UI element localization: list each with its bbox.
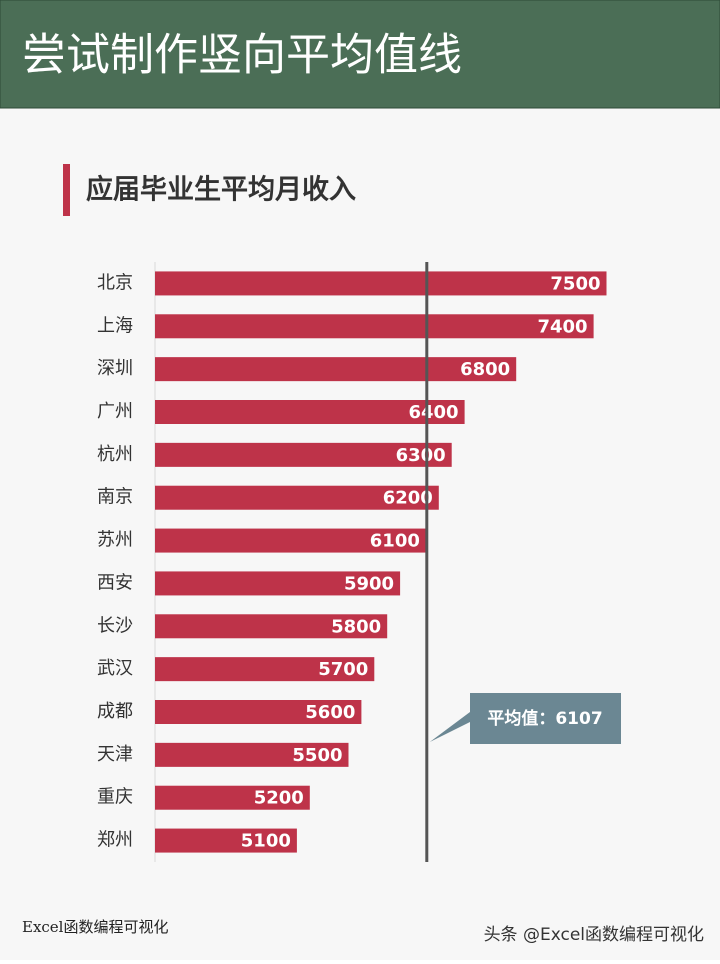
- bar: [155, 528, 426, 553]
- bar: [155, 442, 452, 467]
- bar: [155, 614, 388, 639]
- y-tick-label: 天津: [97, 744, 133, 765]
- bar: [155, 785, 310, 810]
- y-tick-label: 西安: [97, 572, 133, 593]
- value-label: 6100: [370, 531, 420, 552]
- y-tick-label: 苏州: [97, 530, 133, 551]
- value-label: 5700: [318, 659, 368, 680]
- value-label: 5800: [331, 616, 381, 637]
- bar: [155, 571, 401, 596]
- y-tick-label: 深圳: [97, 358, 133, 379]
- bar: [155, 400, 465, 424]
- bar: [155, 485, 439, 510]
- y-tick-label: 上海: [97, 315, 133, 336]
- header-title: 尝试制作竖向平均值线: [22, 30, 462, 81]
- plot: 北京 7500 上海 7400 深圳 6800 广州 6400 杭州 6300 南京 6200 苏州 61…: [97, 262, 621, 862]
- y-tick-label: 成都: [97, 701, 133, 722]
- bar: [155, 657, 375, 682]
- y-tick-label: 杭州: [97, 444, 133, 465]
- y-tick-label: 长沙: [97, 615, 133, 636]
- bar: [155, 742, 349, 767]
- y-tick-label: 郑州: [97, 830, 133, 851]
- y-tick-label: 武汉: [97, 658, 133, 679]
- value-label: 6200: [383, 488, 433, 509]
- bar: [155, 357, 517, 382]
- value-label: 5900: [344, 573, 394, 594]
- value-label: 7400: [537, 316, 587, 337]
- average-label: 平均值：6107: [487, 708, 602, 729]
- watermark: 头条 @Excel函数编程可视化: [484, 925, 704, 945]
- y-tick-label: 重庆: [97, 787, 133, 808]
- bar: [155, 314, 594, 339]
- value-label: 6800: [460, 359, 510, 380]
- chart-title: 应届毕业生平均月收入: [86, 174, 356, 206]
- bar: [155, 700, 362, 724]
- value-label: 5500: [292, 745, 342, 766]
- footer-left: Excel函数编程可视化: [22, 918, 169, 936]
- y-tick-label: 北京: [97, 272, 133, 293]
- y-tick-label: 南京: [97, 487, 133, 508]
- value-label: 5100: [241, 831, 291, 852]
- bar: [155, 271, 607, 296]
- value-label: 5600: [305, 702, 355, 723]
- bar: [155, 828, 297, 853]
- callout-box: [429, 693, 621, 744]
- value-label: 7500: [550, 273, 600, 294]
- value-label: 5200: [254, 788, 304, 809]
- value-label: 6400: [408, 402, 458, 423]
- header-banner: [0, 0, 720, 109]
- title-accent: [63, 164, 70, 216]
- value-label: 6300: [396, 445, 446, 466]
- y-tick-label: 广州: [97, 401, 133, 422]
